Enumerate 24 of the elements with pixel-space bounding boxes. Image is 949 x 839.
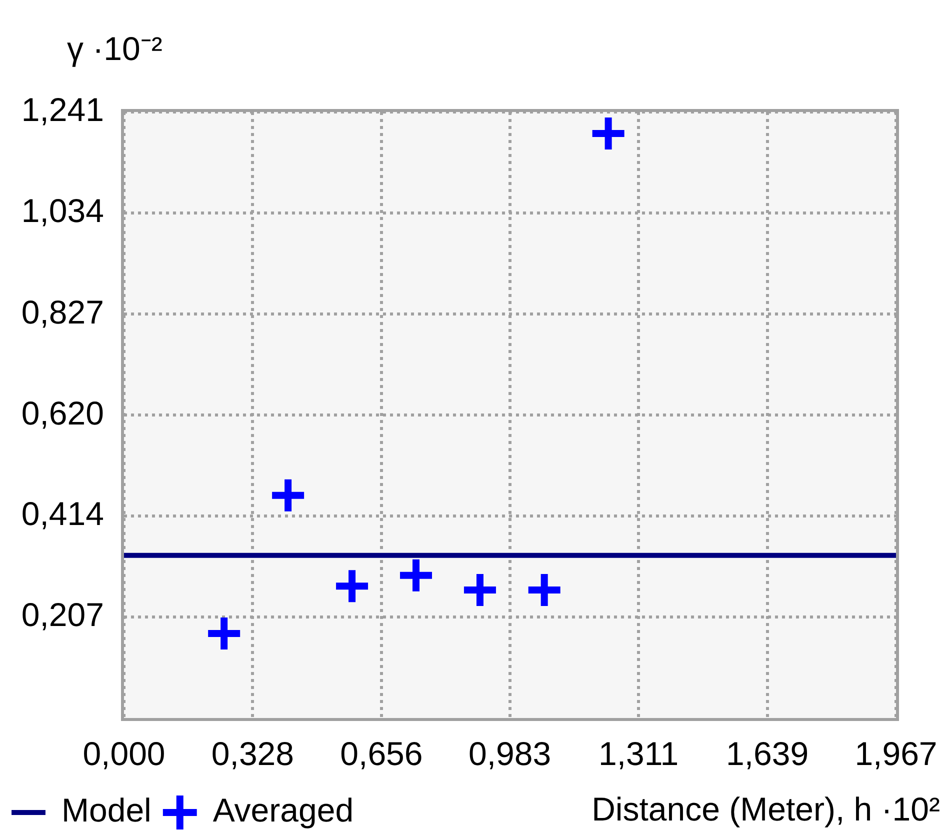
- point: [336, 570, 368, 602]
- point: [208, 618, 240, 650]
- y-tick-label: 0,620: [21, 394, 104, 432]
- point: [528, 574, 560, 606]
- legend-label: Averaged: [212, 792, 354, 829]
- y-tick-label: 0,414: [21, 494, 104, 532]
- y-tick-label: 0,827: [21, 293, 104, 330]
- y-tick-label: 1,034: [21, 192, 104, 230]
- y-axis-title: γ ·10⁻²: [67, 30, 162, 67]
- point: [272, 479, 304, 512]
- x-tick-label: 1,311: [598, 734, 679, 772]
- x-tick-label: 1,639: [726, 734, 809, 772]
- x-tick-label: 0,656: [340, 734, 423, 772]
- y-tick-label: 1,241: [21, 91, 104, 128]
- legend-label: Model: [62, 792, 152, 829]
- point: [592, 117, 624, 150]
- x-tick-label: 0,000: [82, 734, 166, 772]
- x-tick-label: 1,967: [854, 734, 938, 772]
- x-axis-title: Distance (Meter), h ·10²: [592, 790, 940, 828]
- point: [464, 574, 496, 606]
- x-tick-label: 0,328: [211, 734, 294, 772]
- x-tick-label: 0,983: [468, 734, 552, 772]
- y-tick-label: 0,207: [21, 596, 104, 634]
- point: [400, 559, 432, 592]
